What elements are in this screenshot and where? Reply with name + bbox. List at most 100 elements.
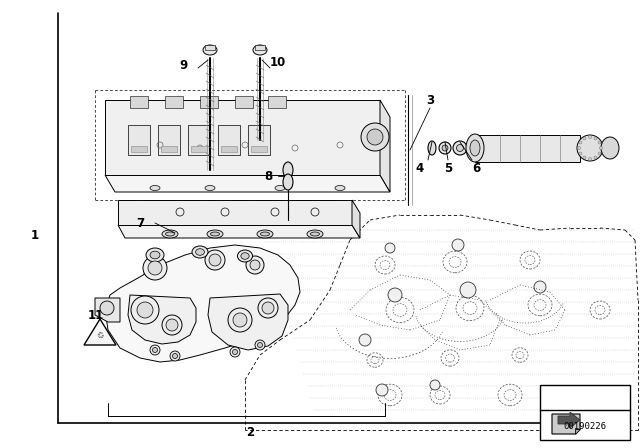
Polygon shape: [118, 225, 360, 238]
Ellipse shape: [579, 152, 582, 155]
Polygon shape: [95, 298, 120, 322]
Ellipse shape: [579, 141, 582, 144]
Polygon shape: [575, 429, 580, 434]
Ellipse shape: [228, 308, 252, 332]
Ellipse shape: [143, 256, 167, 280]
Ellipse shape: [150, 345, 160, 355]
Ellipse shape: [594, 137, 597, 140]
Ellipse shape: [388, 288, 402, 302]
Polygon shape: [380, 100, 390, 192]
Polygon shape: [105, 175, 390, 192]
Ellipse shape: [162, 230, 178, 238]
Ellipse shape: [170, 351, 180, 361]
Bar: [161, 146, 177, 152]
Ellipse shape: [150, 185, 160, 190]
Text: 5: 5: [444, 161, 452, 175]
Ellipse shape: [367, 129, 383, 145]
Ellipse shape: [255, 340, 265, 350]
Polygon shape: [558, 412, 580, 428]
Text: 3: 3: [426, 94, 434, 107]
Polygon shape: [105, 245, 300, 362]
Text: 2: 2: [246, 426, 254, 439]
Ellipse shape: [430, 380, 440, 390]
Bar: [221, 146, 237, 152]
Ellipse shape: [439, 142, 451, 154]
Ellipse shape: [583, 156, 586, 159]
Ellipse shape: [598, 141, 601, 144]
Ellipse shape: [173, 353, 177, 358]
Ellipse shape: [466, 134, 484, 162]
Ellipse shape: [211, 232, 220, 236]
Ellipse shape: [428, 141, 436, 155]
Ellipse shape: [589, 135, 591, 138]
Bar: [188, 125, 210, 155]
Text: 10: 10: [270, 56, 286, 69]
Ellipse shape: [246, 256, 264, 274]
Ellipse shape: [209, 254, 221, 266]
Ellipse shape: [258, 298, 278, 318]
Ellipse shape: [203, 45, 217, 55]
Bar: [131, 146, 147, 152]
Text: 00190226: 00190226: [563, 422, 607, 431]
Text: 8: 8: [264, 169, 272, 182]
Ellipse shape: [137, 302, 153, 318]
Bar: [268, 96, 286, 108]
Ellipse shape: [150, 251, 160, 259]
Ellipse shape: [600, 146, 602, 150]
Ellipse shape: [359, 334, 371, 346]
Text: 6: 6: [472, 161, 480, 175]
Ellipse shape: [148, 261, 162, 275]
Bar: [255, 45, 265, 50]
Bar: [251, 146, 267, 152]
Ellipse shape: [601, 137, 619, 159]
Bar: [205, 45, 215, 50]
Ellipse shape: [283, 162, 293, 178]
Ellipse shape: [196, 249, 204, 255]
Ellipse shape: [589, 158, 591, 160]
Bar: [128, 125, 150, 155]
Text: 9: 9: [179, 59, 187, 72]
Bar: [191, 146, 207, 152]
Ellipse shape: [307, 230, 323, 238]
Polygon shape: [208, 294, 288, 350]
Ellipse shape: [146, 248, 164, 262]
Ellipse shape: [456, 145, 463, 151]
Ellipse shape: [385, 243, 395, 253]
Ellipse shape: [577, 146, 580, 150]
Text: 4: 4: [416, 161, 424, 175]
Ellipse shape: [257, 230, 273, 238]
Bar: [218, 125, 240, 155]
Text: ♲: ♲: [96, 332, 104, 340]
Ellipse shape: [253, 45, 267, 55]
Ellipse shape: [232, 349, 237, 354]
Ellipse shape: [260, 232, 269, 236]
Ellipse shape: [233, 313, 247, 327]
Ellipse shape: [192, 246, 208, 258]
Ellipse shape: [241, 253, 249, 259]
Ellipse shape: [205, 250, 225, 270]
Bar: [248, 125, 270, 155]
Bar: [540, 385, 630, 440]
Ellipse shape: [257, 343, 262, 348]
Ellipse shape: [460, 282, 476, 298]
Text: 1: 1: [31, 228, 39, 241]
Ellipse shape: [166, 319, 178, 331]
Polygon shape: [84, 319, 116, 345]
Ellipse shape: [262, 302, 274, 314]
Polygon shape: [118, 200, 352, 225]
Polygon shape: [475, 135, 580, 162]
Polygon shape: [105, 100, 380, 175]
Ellipse shape: [131, 296, 159, 324]
Ellipse shape: [583, 137, 586, 140]
Ellipse shape: [452, 239, 464, 251]
Ellipse shape: [361, 123, 389, 151]
Ellipse shape: [207, 230, 223, 238]
Ellipse shape: [442, 145, 448, 151]
Ellipse shape: [166, 232, 175, 236]
Ellipse shape: [237, 250, 253, 262]
Ellipse shape: [250, 260, 260, 270]
Ellipse shape: [230, 347, 240, 357]
Text: 11: 11: [88, 309, 104, 322]
Ellipse shape: [205, 185, 215, 190]
Ellipse shape: [152, 348, 157, 353]
